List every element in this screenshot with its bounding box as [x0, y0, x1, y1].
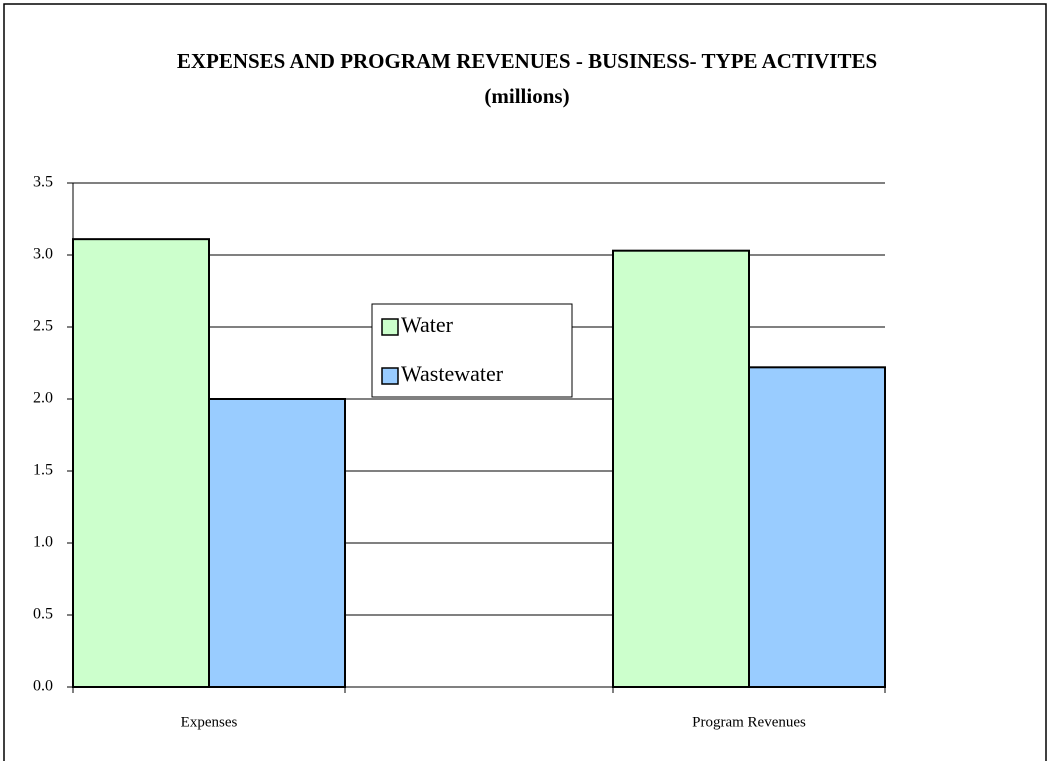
y-tick-label: 1.0: [33, 534, 53, 551]
y-tick-label: 3.5: [33, 174, 53, 191]
legend-swatch: [381, 367, 399, 385]
chart-frame: [3, 3, 1047, 761]
x-tick-label: Program Revenues: [692, 714, 806, 730]
bar: [208, 398, 346, 688]
y-tick-label: 2.5: [33, 318, 53, 335]
y-tick-label: 0.0: [33, 678, 53, 695]
bar: [612, 249, 750, 688]
y-tick-label: 3.0: [33, 246, 53, 263]
legend-box: [371, 303, 573, 398]
legend-label: Water: [401, 312, 454, 337]
bar: [748, 366, 886, 688]
y-tick-label: 0.5: [33, 606, 53, 623]
chart-title: EXPENSES AND PROGRAM REVENUES - BUSINESS…: [176, 49, 878, 108]
y-tick-label: 1.5: [33, 462, 53, 479]
bar: [72, 238, 210, 688]
legend-label: Wastewater: [401, 361, 504, 386]
y-tick-label: 2.0: [33, 390, 53, 407]
x-tick-label: Expenses: [181, 714, 238, 730]
legend-swatch: [381, 318, 399, 336]
